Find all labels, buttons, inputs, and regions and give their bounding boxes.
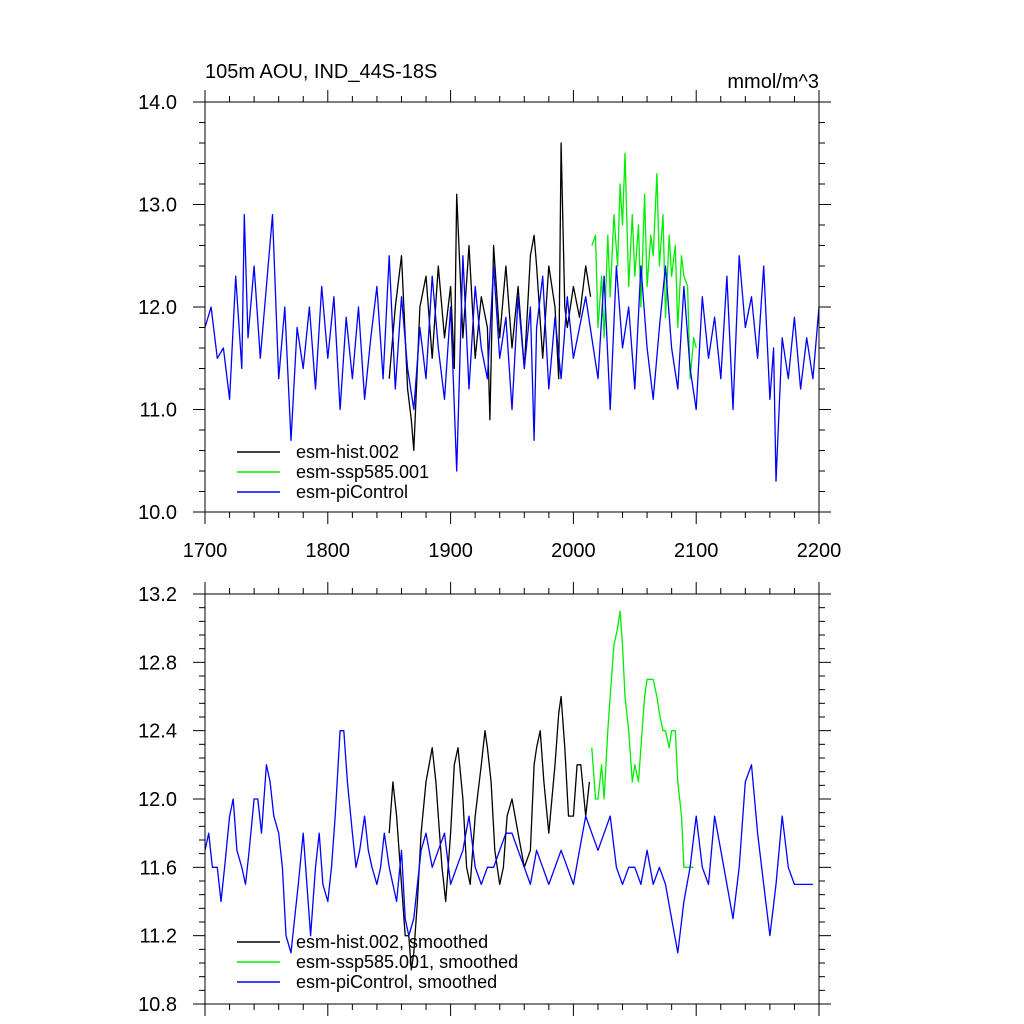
top-panel: 1700 1800 1900 2000 2100 2200 10.0 11.0 12.0 13.0… bbox=[138, 61, 841, 562]
legend-label: esm-piControl, smoothed bbox=[296, 972, 497, 992]
series-line-esm-ssp585-001-smoothed bbox=[591, 610, 694, 868]
y-tick-label: 11.6 bbox=[140, 857, 177, 879]
y-tick-label: 12.0 bbox=[138, 789, 177, 811]
y-tick-label: 11.0 bbox=[140, 400, 177, 422]
series-line-esm-picontrol bbox=[204, 214, 820, 482]
legend-label: esm-ssp585.001, smoothed bbox=[296, 952, 518, 972]
chart-units: mmol/m^3 bbox=[727, 71, 819, 93]
series-line-esm-hist-002-smoothed bbox=[388, 695, 591, 971]
y-tick-label: 14.0 bbox=[138, 92, 177, 114]
legend-label: esm-hist.002 bbox=[296, 442, 399, 462]
y-tick-label: 11.2 bbox=[140, 926, 177, 948]
x-tick-label: 2200 bbox=[797, 540, 842, 562]
x-tick-label: 1700 bbox=[183, 540, 228, 562]
y-tick-label: 10.0 bbox=[138, 502, 177, 524]
x-tick-label: 1800 bbox=[306, 540, 351, 562]
y-tick-label: 13.2 bbox=[138, 584, 177, 606]
chart-title: 105m AOU, IND_44S-18S bbox=[205, 61, 437, 83]
series-line-esm-picontrol-smoothed bbox=[204, 730, 813, 954]
x-tick-label: 2100 bbox=[674, 540, 719, 562]
y-tick-label: 12.4 bbox=[138, 721, 177, 743]
series-line-esm-ssp585-001 bbox=[591, 152, 697, 380]
x-tick-label: 1900 bbox=[428, 540, 473, 562]
legend-label: esm-ssp585.001 bbox=[296, 462, 429, 482]
x-tick-label: 2000 bbox=[551, 540, 596, 562]
y-tick-label: 12.8 bbox=[138, 652, 177, 674]
y-tick-label: 12.0 bbox=[138, 297, 177, 319]
legend-label: esm-hist.002, smoothed bbox=[296, 932, 488, 952]
y-tick-label: 13.0 bbox=[138, 195, 177, 217]
y-tick-label: 10.8 bbox=[138, 994, 177, 1016]
series-line-esm-hist-002 bbox=[388, 142, 592, 452]
bottom-panel: 10.8 11.2 11.6 12.0 12.4 12.8 13.2 esm-hist.002… bbox=[138, 582, 831, 1016]
legend-label: esm-piControl bbox=[296, 482, 408, 502]
